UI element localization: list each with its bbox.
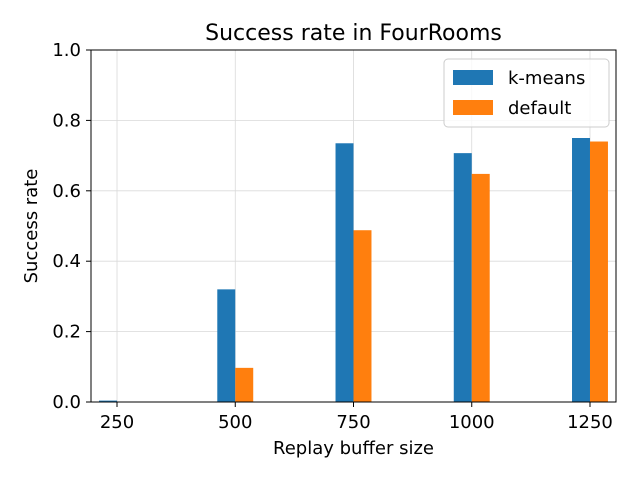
legend-label-k-means: k-means xyxy=(508,68,585,89)
x-axis-label: Replay buffer size xyxy=(273,438,434,459)
x-tick-label: 1000 xyxy=(449,412,495,433)
bar-k-means-1000 xyxy=(453,153,472,402)
legend-label-default: default xyxy=(508,98,571,119)
bar-k-means-1250 xyxy=(572,138,590,402)
x-tick-label: 750 xyxy=(336,412,370,433)
legend: k-means default xyxy=(443,58,610,128)
bar-default-1000 xyxy=(471,173,490,402)
x-tick-label: 250 xyxy=(100,412,134,433)
bar-k-means-250 xyxy=(99,400,118,402)
y-tick-label: 0.0 xyxy=(52,392,81,413)
x-tick-label: 1250 xyxy=(567,412,613,433)
y-tick-label: 0.8 xyxy=(52,110,81,131)
x-tick-label: 500 xyxy=(218,412,252,433)
ticks: 250 500 750 1000 1250 0.0 0.2 0.4 0.6 0.8 1.0 xyxy=(52,40,613,433)
y-tick-label: 0.6 xyxy=(52,181,81,202)
bar-k-means-500 xyxy=(217,289,236,402)
y-tick-label: 0.2 xyxy=(52,322,81,343)
bar-k-means-750 xyxy=(335,143,354,402)
y-tick-label: 0.4 xyxy=(52,251,81,272)
legend-swatch-default xyxy=(453,100,493,115)
chart-title: Success rate in FourRooms xyxy=(205,21,502,46)
bar-default-750 xyxy=(353,230,372,402)
legend-swatch-k-means xyxy=(453,70,493,85)
bar-default-1250 xyxy=(589,141,608,402)
y-tick-label: 1.0 xyxy=(52,40,81,61)
y-axis-label: Success rate xyxy=(21,169,42,284)
bars xyxy=(99,138,608,402)
bar-default-500 xyxy=(235,367,254,402)
